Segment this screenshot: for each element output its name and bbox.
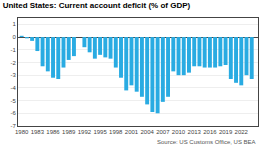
svg-text:-6: -6 (10, 110, 16, 116)
svg-text:Source: US Customs Office, US: Source: US Customs Office, US BEA (157, 139, 256, 145)
svg-text:1995: 1995 (93, 129, 107, 135)
svg-text:United States: Current account: United States: Current account deficit (… (3, 1, 191, 10)
svg-text:2007: 2007 (156, 129, 170, 135)
svg-text:2001: 2001 (125, 129, 139, 135)
svg-text:2022: 2022 (235, 129, 249, 135)
svg-text:2019: 2019 (219, 129, 233, 135)
svg-text:1986: 1986 (46, 129, 60, 135)
svg-text:2016: 2016 (203, 129, 217, 135)
svg-text:0: 0 (12, 34, 16, 40)
svg-text:-5: -5 (10, 98, 16, 104)
svg-text:2013: 2013 (188, 129, 202, 135)
svg-text:-2: -2 (10, 60, 16, 66)
svg-text:1989: 1989 (62, 129, 76, 135)
svg-text:1983: 1983 (31, 129, 45, 135)
svg-text:-4: -4 (10, 85, 16, 91)
svg-text:-3: -3 (10, 72, 16, 78)
svg-text:2004: 2004 (140, 129, 154, 135)
svg-text:1992: 1992 (78, 129, 92, 135)
svg-text:1: 1 (12, 21, 16, 27)
svg-text:2010: 2010 (172, 129, 186, 135)
svg-text:1998: 1998 (109, 129, 123, 135)
svg-text:-1: -1 (10, 47, 16, 53)
svg-text:-7: -7 (10, 123, 16, 129)
svg-text:1980: 1980 (15, 129, 29, 135)
